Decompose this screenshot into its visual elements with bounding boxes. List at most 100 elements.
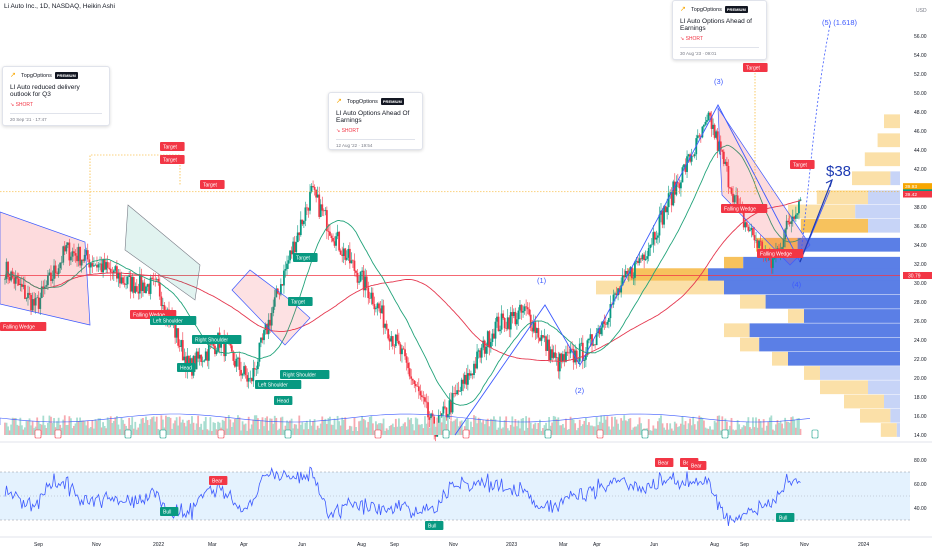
right-shoulder-label-bg [280,370,330,379]
volume-bar [611,416,613,435]
volume-bar [244,423,247,435]
volume-bar [627,418,630,435]
event-marker-icon [217,429,225,439]
candle-body [719,141,722,151]
volume-profile-bar-up [740,337,760,352]
candle-body [272,306,275,313]
idea-title[interactable]: LI Auto Options Ahead Of Earnings [336,110,410,124]
idea-card-earnings-2023[interactable]: ↗ TopgOptions PREMIUM LI Auto Options Ahea… [672,0,767,60]
event-marker-icon [641,429,649,439]
volume-bar [618,429,621,435]
volume-bar [712,429,715,435]
candle-body [10,271,13,281]
bull-label-bg [776,513,795,522]
candle-body [761,241,764,254]
bull-label: Bull [779,516,787,522]
volume-bar [765,425,768,435]
candle-body [690,155,693,162]
candle-body [103,259,106,270]
volume-bar [249,428,252,435]
candle-body [310,186,313,192]
candle-body [321,204,324,211]
candle-body [706,120,708,122]
author[interactable]: TopgOptions [21,72,52,79]
volume-profile-bar-up [852,171,891,186]
candle-body [442,406,445,414]
volume-bar [793,419,796,435]
target-label-bg [288,297,313,306]
candle-body [253,368,256,370]
volume-bar [666,423,669,435]
candle-body [341,254,344,256]
idea-title[interactable]: LI Auto reduced delivery outlook for Q3 [10,84,80,98]
candle-body [471,373,474,376]
volume-bar [735,429,737,435]
volume-bar [10,424,13,435]
volume-bar [70,418,72,435]
idea-card-q3-outlook[interactable]: ↗ TopgOptions PREMIUM LI Auto reduced deli… [2,66,110,126]
volume-bar [609,429,612,435]
volume-bar [373,430,376,435]
wave-3-label: (3) [714,77,724,86]
idea-title[interactable]: LI Auto Options Ahead of Earnings [680,18,752,32]
volume-bar [22,429,25,435]
volume-bar [119,429,121,435]
candle-body [549,349,552,361]
candle-body [782,239,785,248]
volume-bar [445,424,448,435]
candle-body [269,319,272,326]
candle-body [209,344,212,345]
price-label-bg [903,183,932,190]
candle-body [747,226,750,231]
candle-body [203,360,206,362]
volume-bar [278,428,281,435]
volume-bar [756,427,759,435]
volume-bar [39,423,42,435]
candle-body [624,270,627,278]
volume-bar [30,425,32,435]
volume-bar [212,422,215,435]
volume-bar [767,421,770,435]
candle-body [413,380,416,385]
volume-bar [661,423,664,435]
time-axis-label: Mar [208,542,217,548]
candle-body [189,358,192,366]
volume-bar [232,422,235,435]
timestamp: 20 Sep '21 · 17:47 [10,117,47,122]
candle-body [364,276,367,291]
candle-body [626,270,629,274]
candle-body [543,336,546,338]
head-label: Head [180,366,192,372]
price-tick: 44.00 [914,148,927,154]
candle-body [367,287,370,299]
candle-body [62,246,65,263]
price-tick: 28.00 [914,300,927,306]
volume-bar [261,417,264,435]
candle-body [405,356,408,363]
idea-card-earnings-2022[interactable]: ↗ TopgOptions PREMIUM LI Auto Options Ahea… [328,92,423,150]
volume-bar [376,424,379,435]
candle-body [712,124,715,129]
price-tick: 54.00 [914,53,927,59]
left-shoulder-label: Left Shoulder [153,319,183,325]
candle-body [80,259,83,266]
volume-bar [598,421,601,435]
volume-bar [33,428,36,435]
volume-bar [367,421,370,435]
candle-body [466,373,469,385]
event-marker-icon [34,429,42,439]
volume-bar [211,430,213,435]
candle-body [630,267,633,278]
volume-bar [482,420,485,435]
candle-body [511,312,514,316]
volume-bar [358,421,360,435]
author[interactable]: TopgOptions [691,6,722,13]
volume-bar [476,423,478,435]
wave-5-projection [799,24,831,263]
volume-bar [488,426,491,435]
author[interactable]: TopgOptions [347,98,378,105]
candle-body [788,222,791,224]
candle-body [34,297,37,306]
volume-bar [669,423,672,435]
